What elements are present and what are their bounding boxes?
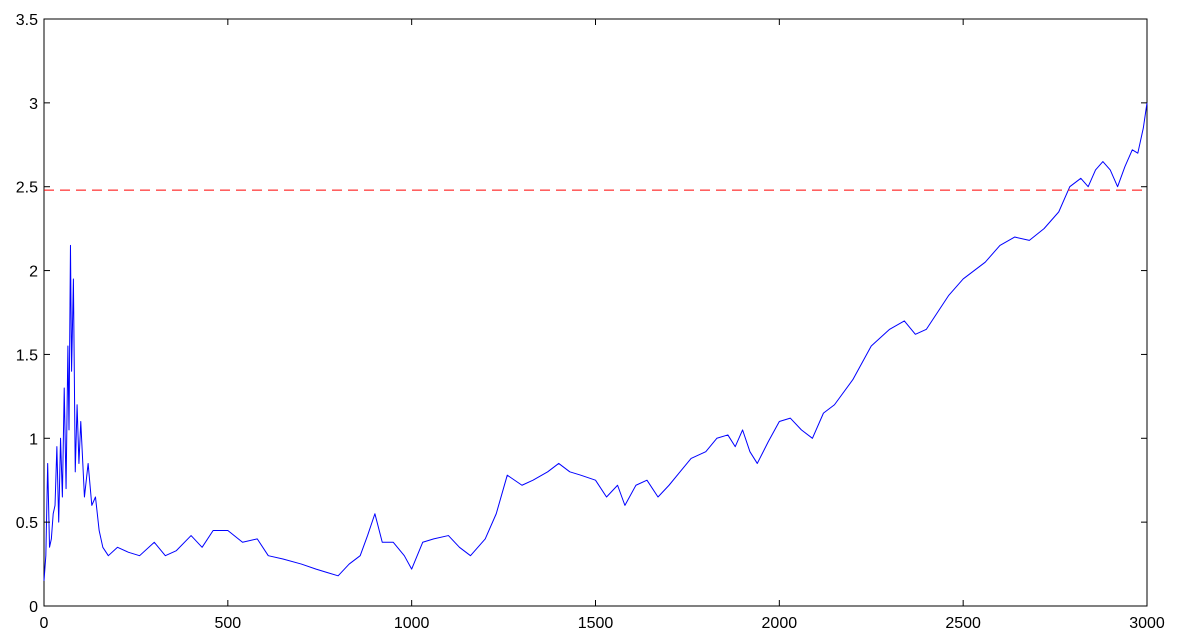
x-tick-label: 0	[40, 615, 49, 632]
axes-layer: 0 500 1000 1500 2000 2500 3000 0 0.5 1 1.5 2 2.5 3 3.5	[16, 12, 1165, 632]
x-tick-label: 2500	[945, 615, 981, 632]
y-tick-label: 2.5	[16, 180, 38, 197]
y-tick-label: 1.5	[16, 347, 38, 364]
y-tick-label: 0	[29, 599, 38, 616]
x-tick-label: 3000	[1129, 615, 1165, 632]
x-tick-label: 500	[214, 615, 241, 632]
series-line	[43, 102, 1148, 581]
y-tick-label: 0.5	[16, 515, 38, 532]
y-tick-label: 3	[29, 96, 38, 113]
x-tick-label: 1500	[578, 615, 614, 632]
y-tick-label: 2	[29, 264, 38, 281]
x-tick-label: 1000	[394, 615, 430, 632]
y-tick-label: 3.5	[16, 12, 38, 29]
x-tick-label: 2000	[762, 615, 798, 632]
y-tick-label: 1	[29, 431, 38, 448]
series-layer	[43, 102, 1148, 581]
